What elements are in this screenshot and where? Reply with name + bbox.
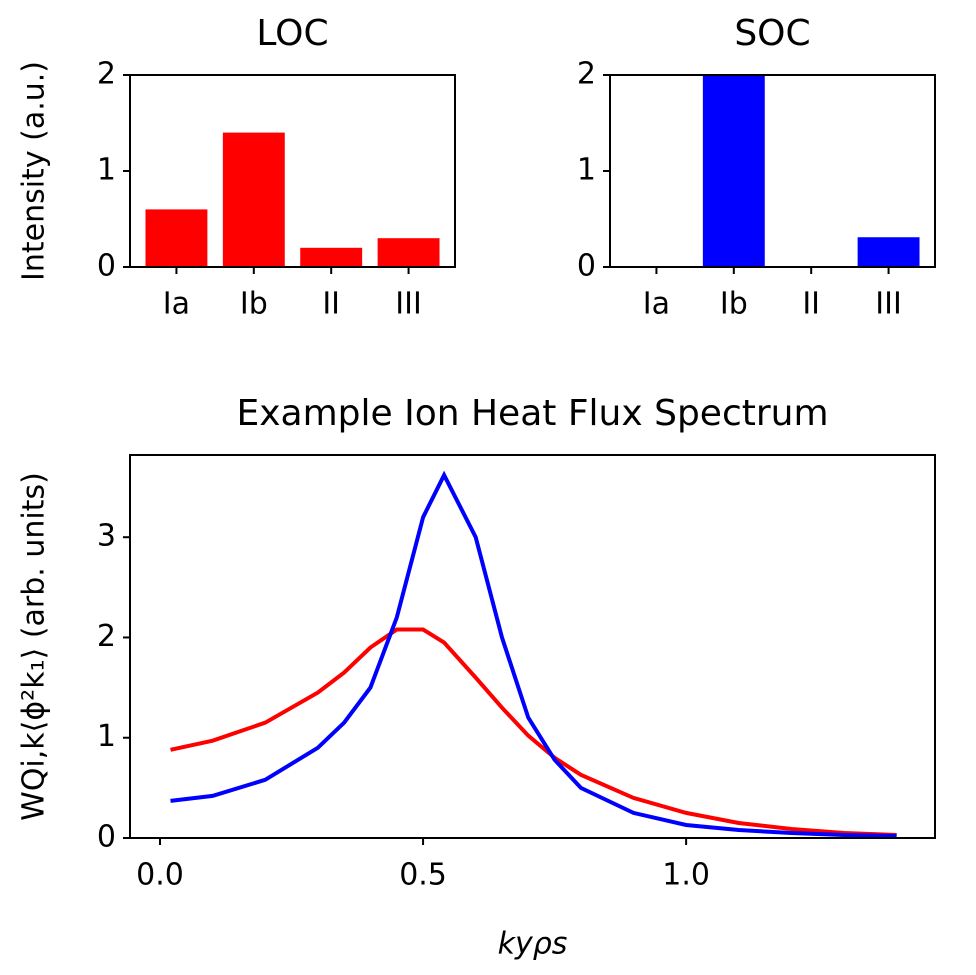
axes-frame [129,454,936,839]
y-axis-label: WQi,k⟨ϕ²k₁⟩ (arb. units) [17,472,52,821]
bar [300,247,363,267]
y-tick-label: 2 [97,57,116,92]
x-tick-label: Ib [240,287,268,322]
x-tick-label: II [802,287,820,322]
x-tick-label: III [395,287,422,322]
y-tick-label: 1 [577,153,596,188]
line-series [170,627,897,837]
x-axis-label: kyρs [498,927,568,962]
y-tick-label: 3 [97,519,116,554]
x-tick-label: II [322,287,340,322]
x-tick-label: 0.0 [136,858,184,893]
bar [702,75,765,267]
chart-title: SOC [734,13,810,54]
y-tick-label: 0 [97,249,116,284]
chart-title: Example Ion Heat Flux Spectrum [236,393,828,434]
y-tick-label: 0 [577,249,596,284]
x-tick-label: Ib [720,287,748,322]
y-tick-label: 1 [97,719,116,754]
bar [377,238,440,267]
y-tick-label: 0 [97,820,116,855]
bar [145,209,208,267]
y-tick-label: 1 [97,153,116,188]
axes-frame [129,74,456,268]
x-tick-label: Ia [163,287,190,322]
x-tick-label: Ia [643,287,670,322]
y-axis-label: Intensity (a.u.) [17,61,52,281]
x-tick-label: III [875,287,902,322]
y-tick-label: 2 [577,57,596,92]
y-tick-label: 2 [97,619,116,654]
line-series [170,470,897,838]
axes-frame [609,74,936,268]
chart-title: LOC [256,13,328,54]
bar [857,237,920,267]
bar [222,132,285,267]
x-tick-label: 0.5 [399,858,447,893]
x-tick-label: 1.0 [662,858,710,893]
